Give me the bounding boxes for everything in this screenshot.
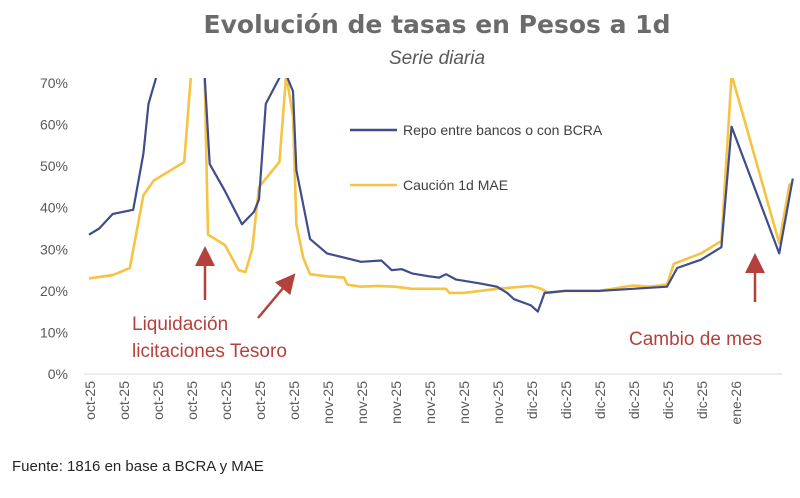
chart-title: Evolución de tasas en Pesos a 1d	[204, 10, 671, 39]
x-tick-label: oct-25	[252, 381, 268, 420]
x-tick-label: dic-25	[660, 381, 676, 419]
x-tick-label: dic-25	[592, 381, 608, 419]
annotation-liquidacion: Liquidación licitaciones Tesoro	[132, 246, 296, 362]
chart-subtitle: Serie diaria	[389, 48, 485, 69]
x-tick-label: ene-26	[728, 381, 744, 425]
series-repo-line	[88, 78, 794, 313]
x-tick-label: dic-25	[694, 381, 710, 419]
y-tick-label: 30%	[40, 241, 68, 257]
legend-label-caucion: Caución 1d MAE	[403, 177, 508, 193]
x-tick-label: nov-25	[490, 381, 506, 424]
annotation-text-cambio: Cambio de mes	[629, 329, 762, 350]
x-tick-label: nov-25	[354, 381, 370, 424]
x-tick-label: oct-25	[82, 381, 98, 420]
legend-label-repo: Repo entre bancos o con BCRA	[403, 122, 603, 138]
series-caucion-line	[88, 78, 794, 295]
y-tick-label: 40%	[40, 200, 68, 216]
annotation-arrow-2	[257, 273, 296, 319]
y-tick-label: 0%	[48, 366, 68, 382]
x-tick-label: dic-25	[558, 381, 574, 419]
x-tick-label: dic-25	[626, 381, 642, 419]
y-tick-label: 50%	[40, 158, 68, 174]
x-tick-label: nov-25	[456, 381, 472, 424]
annotation-text-line-1: Liquidación	[132, 314, 228, 335]
x-tick-label: oct-25	[150, 381, 166, 420]
y-tick-label: 10%	[40, 324, 68, 340]
x-tick-label: nov-25	[422, 381, 438, 424]
y-axis: 0% 10% 20% 30% 40% 50% 60% 70%	[40, 75, 68, 382]
annotation-text-line-2: licitaciones Tesoro	[132, 341, 287, 362]
y-tick-label: 20%	[40, 283, 68, 299]
x-axis: oct-25 oct-25 oct-25 oct-25 oct-25 oct-25 oct-…	[82, 381, 744, 425]
x-tick-label: dic-25	[524, 381, 540, 419]
source-note: Fuente: 1816 en base a BCRA y MAE	[12, 458, 264, 475]
y-tick-label: 60%	[40, 117, 68, 133]
x-tick-label: oct-25	[218, 381, 234, 420]
legend: Repo entre bancos o con BCRA Caución 1d …	[350, 122, 603, 193]
x-tick-label: oct-25	[286, 381, 302, 420]
plot-area	[88, 78, 794, 313]
x-tick-label: nov-25	[320, 381, 336, 424]
annotation-cambio-mes: Cambio de mes	[629, 253, 765, 350]
x-tick-label: oct-25	[184, 381, 200, 420]
x-tick-label: oct-25	[116, 381, 132, 420]
x-tick-label: nov-25	[388, 381, 404, 424]
y-tick-label: 70%	[40, 75, 68, 91]
